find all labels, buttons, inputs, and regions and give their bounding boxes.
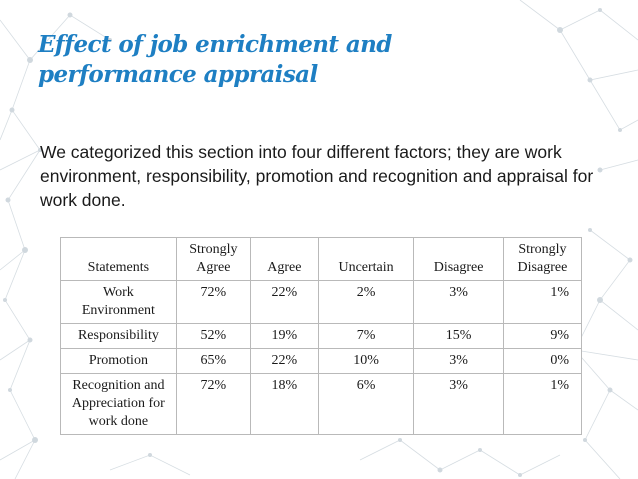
table-row: Responsibility 52% 19% 7% 15% 9% — [60, 323, 583, 349]
survey-results-table: Statements Strongly Agree Agree Uncertai… — [60, 237, 583, 435]
header-strongly-agree: Strongly Agree — [175, 237, 251, 281]
row-statement: Recognition and Appreciation for work do… — [60, 373, 177, 435]
cell-uncertain: 6% — [317, 373, 415, 435]
cell-agree: 18% — [249, 373, 319, 435]
table-header-row: Statements Strongly Agree Agree Uncertai… — [60, 237, 583, 281]
cell-strongly-agree: 52% — [175, 323, 251, 349]
cell-uncertain: 2% — [317, 280, 415, 324]
header-statements: Statements — [60, 237, 177, 281]
cell-uncertain: 7% — [317, 323, 415, 349]
table-row: Promotion 65% 22% 10% 3% 0% — [60, 348, 583, 374]
table-row: Work Environment 72% 22% 2% 3% 1% — [60, 280, 583, 324]
cell-strongly-agree: 72% — [175, 280, 251, 324]
row-statement: Responsibility — [60, 323, 177, 349]
cell-disagree: 15% — [413, 323, 504, 349]
cell-strongly-disagree: 0% — [502, 348, 583, 374]
cell-disagree: 3% — [413, 373, 504, 435]
slide-title-line1: Effect of job enrichment and — [38, 31, 392, 58]
survey-results-table-container: Statements Strongly Agree Agree Uncertai… — [60, 237, 583, 435]
header-strongly-disagree: Strongly Disagree — [502, 237, 583, 281]
cell-agree: 19% — [249, 323, 319, 349]
cell-strongly-agree: 72% — [175, 373, 251, 435]
intro-paragraph: We categorized this section into four di… — [40, 142, 594, 210]
row-statement: Work Environment — [60, 280, 177, 324]
header-agree: Agree — [249, 237, 319, 281]
cell-strongly-disagree: 9% — [502, 323, 583, 349]
cell-strongly-agree: 65% — [175, 348, 251, 374]
header-uncertain: Uncertain — [317, 237, 415, 281]
cell-agree: 22% — [249, 280, 319, 324]
header-disagree: Disagree — [413, 237, 504, 281]
cell-uncertain: 10% — [317, 348, 415, 374]
cell-disagree: 3% — [413, 280, 504, 324]
cell-strongly-disagree: 1% — [502, 373, 583, 435]
cell-agree: 22% — [249, 348, 319, 374]
slide-title-line2: performance appraisal — [38, 61, 318, 88]
cell-disagree: 3% — [413, 348, 504, 374]
slide-title: Effect of job enrichment and performance… — [38, 30, 458, 90]
table-row: Recognition and Appreciation for work do… — [60, 373, 583, 435]
row-statement: Promotion — [60, 348, 177, 374]
cell-strongly-disagree: 1% — [502, 280, 583, 324]
